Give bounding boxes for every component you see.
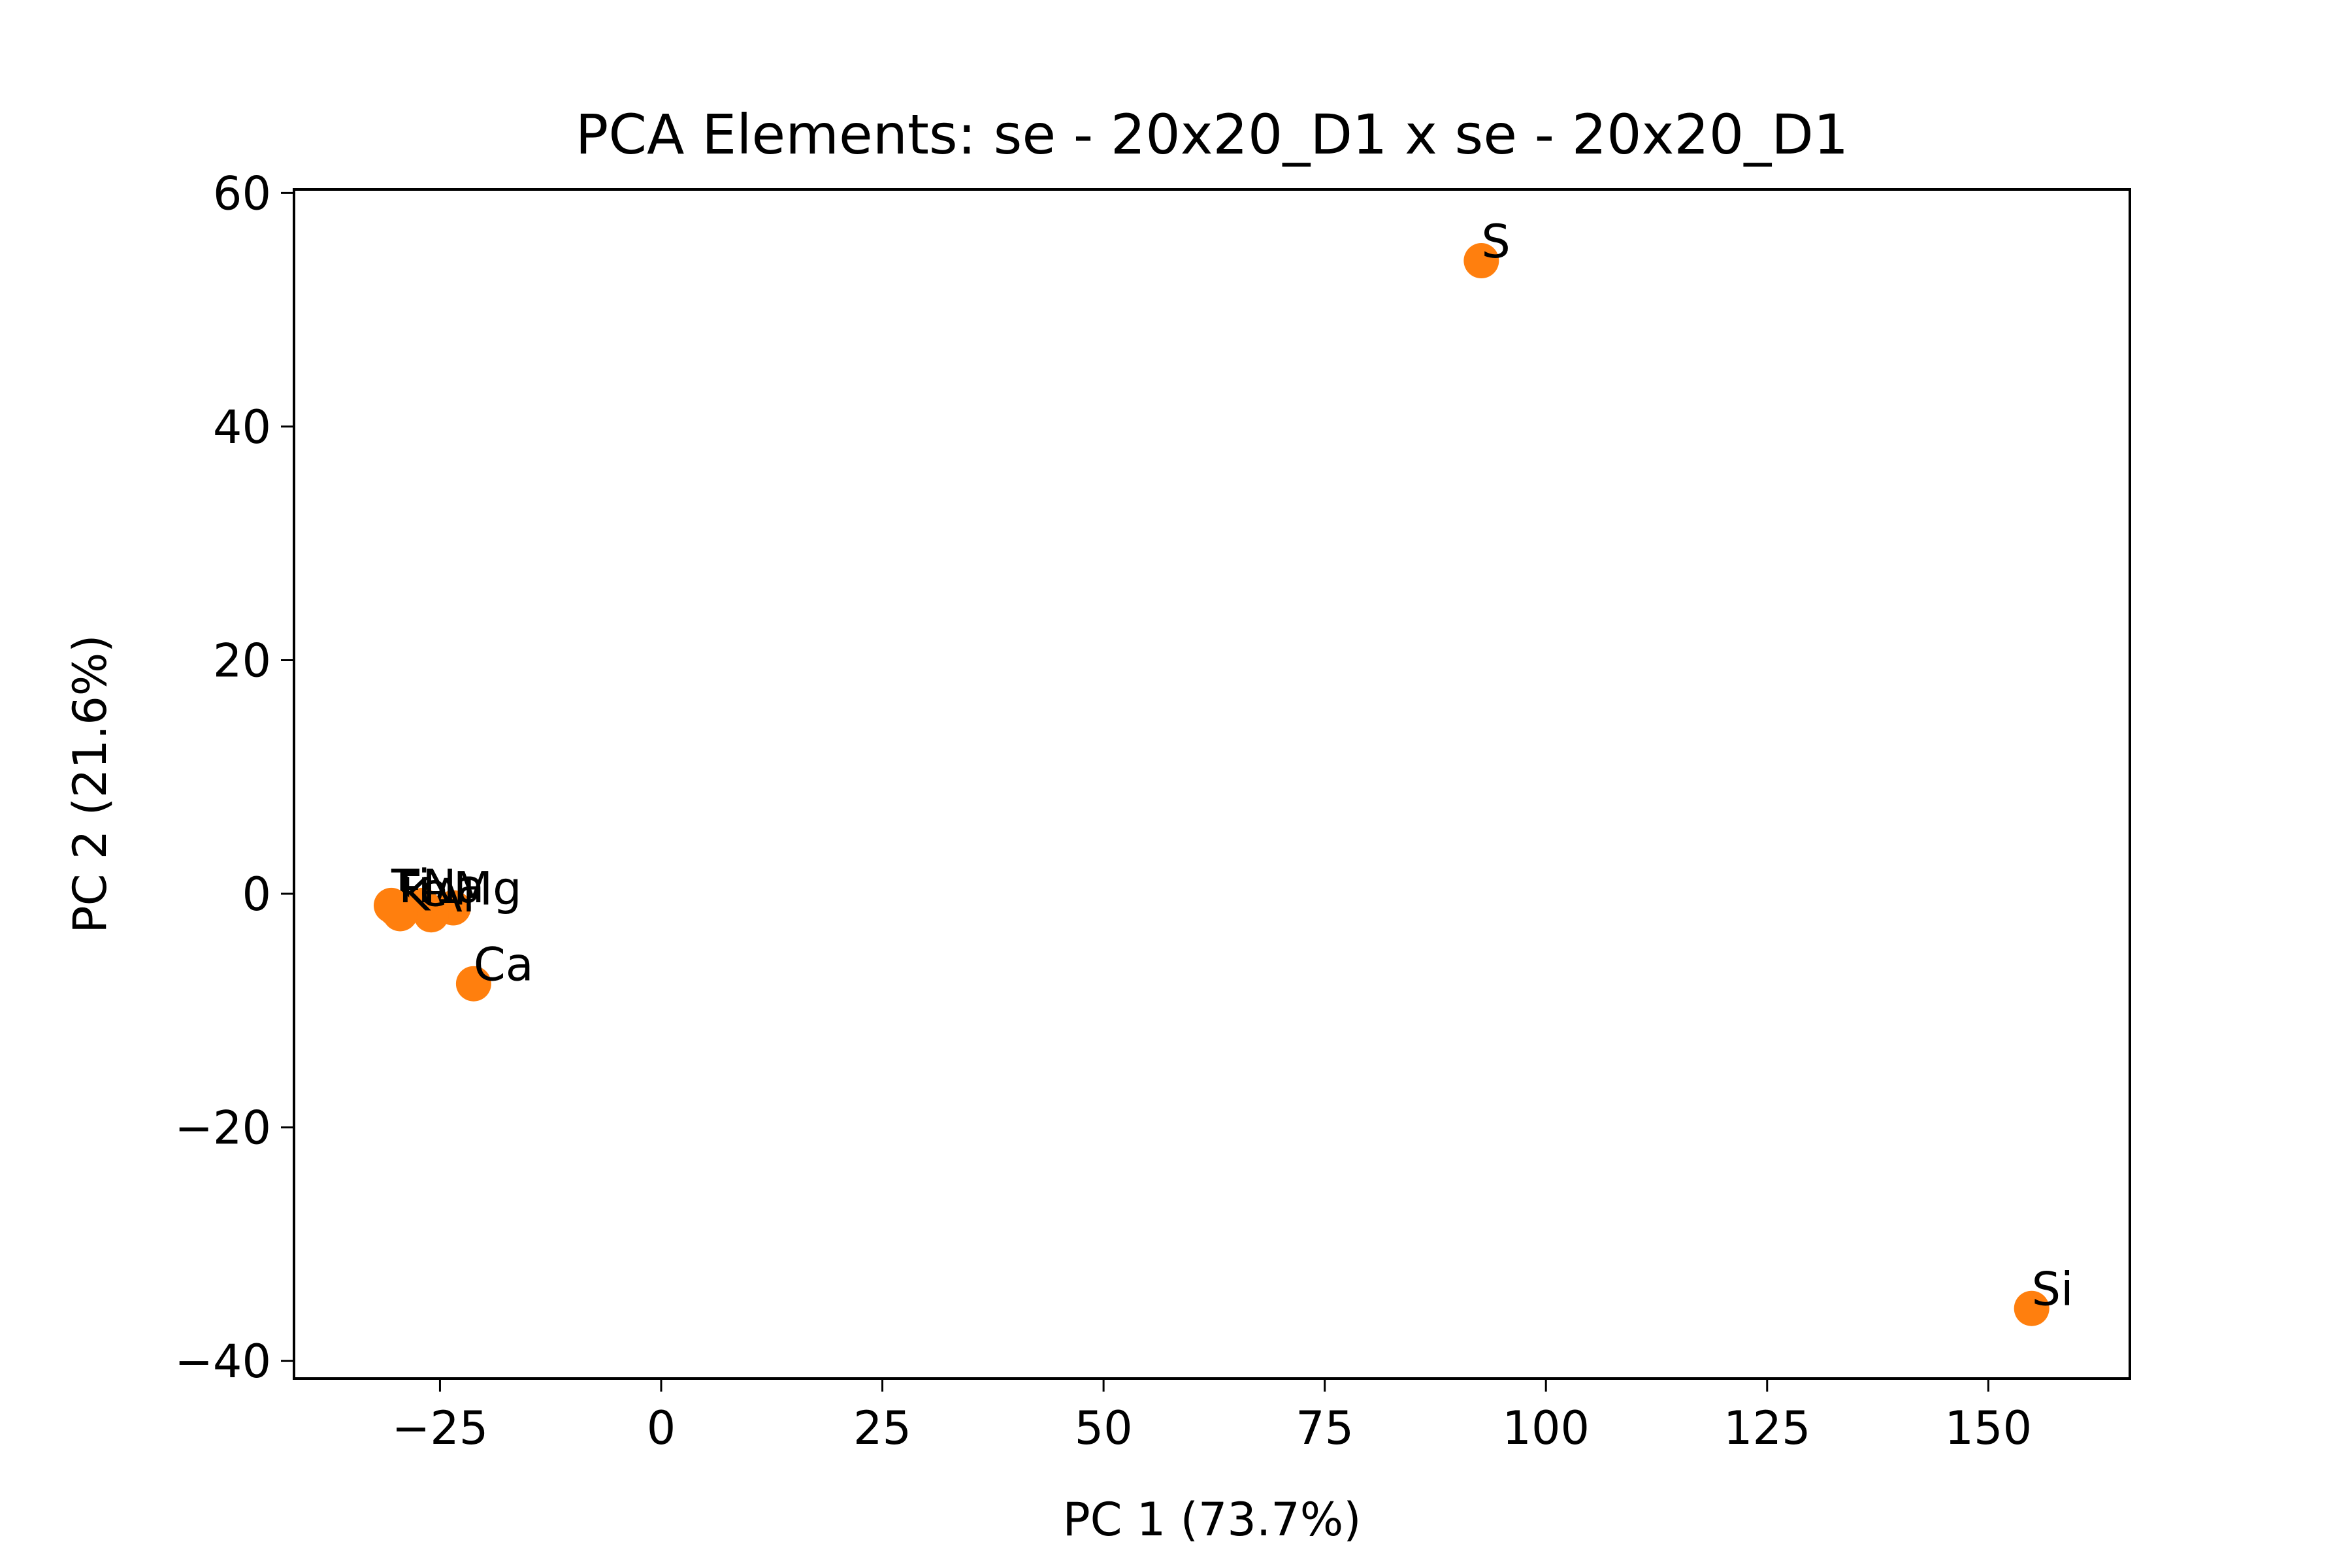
data-point-ti [373,887,409,923]
data-point-s [1463,243,1499,279]
x-tick-label: 100 [1502,1401,1590,1455]
x-tick-label: 150 [1945,1401,2033,1455]
point-label-ca: Ca [474,938,534,992]
data-point-si [2014,1290,2050,1326]
plot-area-frame [293,188,2131,1380]
y-tick-label: −20 [174,1102,271,1155]
y-tick-label: 60 [213,167,271,220]
point-label-mg: Mg [453,862,522,916]
y-tick-label: 40 [213,400,271,454]
x-tick-label: 0 [647,1401,676,1455]
point-label-s: S [1481,215,1510,269]
point-label-si: Si [2032,1263,2074,1316]
x-tick-label: 75 [1296,1401,1354,1455]
x-tick-label: −25 [392,1401,489,1455]
x-axis-title: PC 1 (73.7%) [1062,1493,1361,1546]
x-tick-label: 50 [1075,1401,1133,1455]
y-tick-label: −40 [174,1335,271,1388]
data-point-ca [455,966,491,1002]
point-label-na: Na [422,860,484,913]
x-tick-label: 25 [853,1401,911,1455]
y-tick-label: 0 [242,868,271,921]
x-tick-label: 125 [1723,1401,1811,1455]
point-label-ti: Ti [391,860,431,913]
point-label-al: Al [431,869,475,923]
y-axis-title: PC 2 (21.6%) [63,634,117,933]
y-tick-label: 20 [213,634,271,687]
chart-title: PCA Elements: se - 20x20_D1 x se - 20x20… [576,103,1849,167]
